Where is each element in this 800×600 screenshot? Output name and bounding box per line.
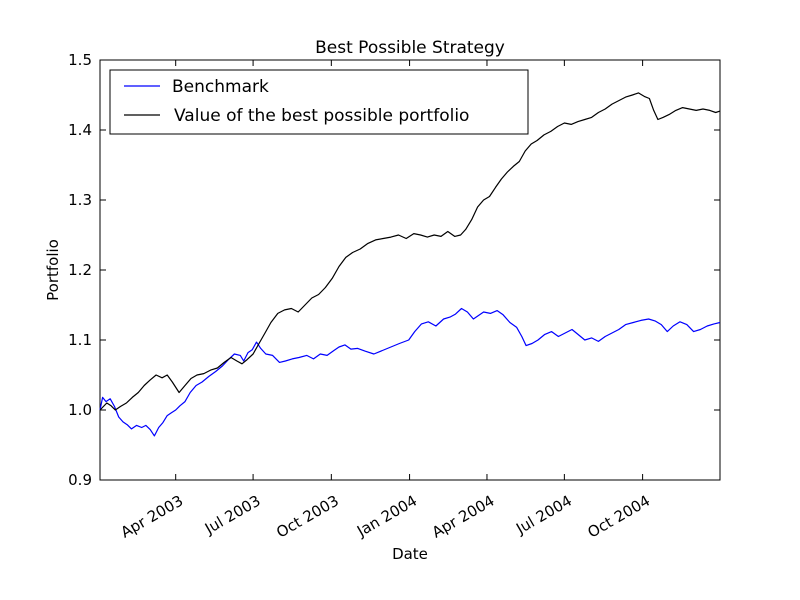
best-portfolio-line [99,92,721,411]
x-tick-label: Jan 2004 [353,492,420,541]
y-tick-label: 1.1 [68,331,92,349]
y-tick-label: 1.0 [68,401,92,419]
y-tick-label: 1.4 [68,121,92,139]
x-tick-label: Oct 2003 [273,492,342,542]
chart-title: Best Possible Strategy [315,38,505,58]
x-tick-label: Apr 2004 [429,492,498,542]
y-tick-label: 1.3 [68,191,92,209]
legend-label-benchmark: Benchmark [172,77,269,97]
x-tick-label: Oct 2004 [585,492,654,542]
y-tick-label: 1.5 [68,51,92,69]
x-tick-label: Jul 2004 [512,492,575,539]
x-tick-label: Jul 2003 [201,492,264,539]
y-tick-label: 1.2 [68,261,92,279]
series-layer [99,92,721,437]
y-axis: 0.9 1.0 1.1 1.2 1.3 1.4 1.5 [68,51,720,489]
x-axis-label: Date [392,545,428,563]
legend-label-best-portfolio: Value of the best possible portfolio [174,106,469,126]
legend: Benchmark Value of the best possible por… [109,69,529,135]
x-tick-label: Apr 2003 [118,492,187,542]
benchmark-line [99,307,721,437]
y-axis-label: Portfolio [44,239,62,301]
legend-box [109,69,529,135]
y-tick-label: 0.9 [68,471,92,489]
